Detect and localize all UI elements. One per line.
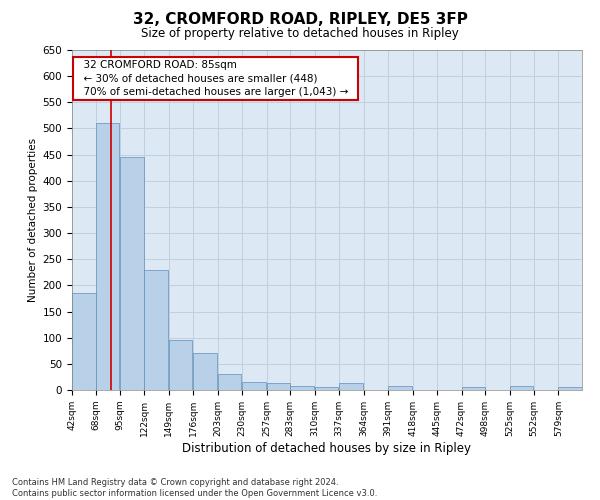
Bar [218,374,241,390]
Y-axis label: Number of detached properties: Number of detached properties [28,138,38,302]
Bar [193,354,217,390]
Bar [290,386,314,390]
Text: 32, CROMFORD ROAD, RIPLEY, DE5 3FP: 32, CROMFORD ROAD, RIPLEY, DE5 3FP [133,12,467,28]
X-axis label: Distribution of detached houses by size in Ripley: Distribution of detached houses by size … [182,442,472,454]
Bar [388,386,412,390]
Bar [120,157,143,390]
Bar [72,293,95,390]
Bar [509,386,533,390]
Bar [267,383,290,390]
Bar [339,382,363,390]
Bar [145,270,168,390]
Text: Size of property relative to detached houses in Ripley: Size of property relative to detached ho… [141,28,459,40]
Bar [95,123,119,390]
Bar [461,388,485,390]
Text: Contains HM Land Registry data © Crown copyright and database right 2024.
Contai: Contains HM Land Registry data © Crown c… [12,478,377,498]
Bar [242,382,266,390]
Bar [169,340,193,390]
Text: 32 CROMFORD ROAD: 85sqm
  ← 30% of detached houses are smaller (448)
  70% of se: 32 CROMFORD ROAD: 85sqm ← 30% of detache… [77,60,355,97]
Bar [559,388,582,390]
Bar [315,388,338,390]
